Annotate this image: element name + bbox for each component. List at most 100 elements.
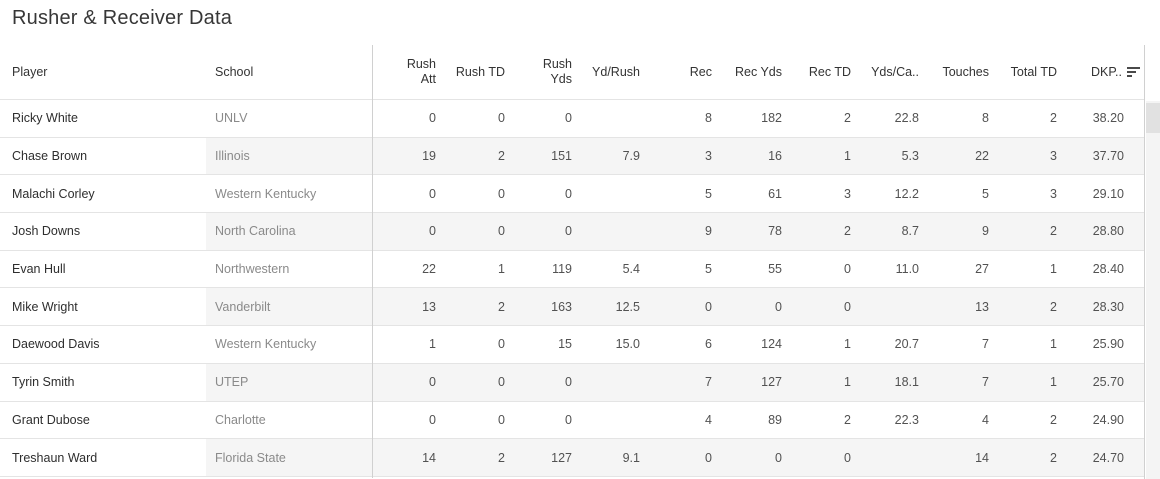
value-cell-rush-td[interactable]: 2 bbox=[446, 439, 515, 476]
value-cell-rec[interactable]: 5 bbox=[705, 262, 712, 277]
column-header-touches[interactable]: Touches bbox=[929, 45, 999, 99]
player-cell[interactable]: Mike Wright bbox=[0, 288, 206, 326]
value-cell-rush-att[interactable]: 1 bbox=[429, 337, 436, 352]
player-cell[interactable]: Chase Brown bbox=[0, 137, 206, 175]
value-cell-yd-rush[interactable] bbox=[582, 363, 650, 401]
value-cell-total-td[interactable]: 1 bbox=[1050, 337, 1057, 352]
value-cell-total-td[interactable]: 2 bbox=[999, 439, 1067, 476]
value-cell-rush-td[interactable]: 0 bbox=[446, 363, 515, 401]
player-cell[interactable]: Treshaun Ward bbox=[0, 439, 206, 476]
value-cell-rec-td[interactable]: 1 bbox=[792, 137, 861, 175]
value-cell-dkp[interactable]: 25.90 bbox=[1092, 337, 1124, 352]
column-header-total-td[interactable]: Total TD bbox=[999, 45, 1067, 99]
value-cell-rush-yds[interactable]: 0 bbox=[565, 111, 572, 126]
value-cell-rush-att[interactable]: 14 bbox=[372, 439, 446, 476]
value-cell-rec[interactable]: 0 bbox=[650, 288, 722, 326]
value-cell-rec-td[interactable]: 1 bbox=[792, 363, 861, 401]
school-cell[interactable]: UTEP bbox=[206, 363, 372, 401]
value-cell-touches[interactable]: 14 bbox=[929, 439, 999, 476]
column-header-rec[interactable]: Rec bbox=[650, 45, 722, 99]
school-cell[interactable]: Northwestern bbox=[215, 262, 290, 277]
value-cell-rec[interactable]: 9 bbox=[650, 213, 722, 250]
value-cell-rec-td[interactable]: 0 bbox=[792, 439, 861, 476]
value-cell-rec-yds[interactable]: 16 bbox=[722, 137, 792, 175]
value-cell-rush-att[interactable]: 0 bbox=[429, 111, 436, 126]
value-cell-rush-td[interactable]: 0 bbox=[498, 111, 505, 126]
column-header-dkp[interactable]: DKP.. bbox=[1067, 45, 1144, 99]
value-cell-yds-ca[interactable]: 8.7 bbox=[861, 213, 929, 250]
column-header-rush-td[interactable]: Rush TD bbox=[446, 45, 515, 99]
value-cell-dkp[interactable]: 24.70 bbox=[1067, 439, 1144, 476]
player-cell[interactable]: Evan Hull bbox=[0, 250, 206, 288]
value-cell-rush-att[interactable]: 0 bbox=[429, 412, 436, 427]
value-cell-rec-yds[interactable]: 182 bbox=[761, 111, 782, 126]
column-header-player[interactable]: Player bbox=[12, 65, 48, 79]
value-cell-rush-att[interactable]: 19 bbox=[372, 137, 446, 175]
value-cell-touches[interactable]: 7 bbox=[929, 363, 999, 401]
school-cell[interactable]: Vanderbilt bbox=[206, 288, 372, 326]
value-cell-yds-ca[interactable]: 20.7 bbox=[894, 337, 919, 352]
value-cell-rec[interactable]: 5 bbox=[705, 186, 712, 201]
player-cell[interactable]: Josh Downs bbox=[0, 213, 206, 250]
value-cell-rec[interactable]: 8 bbox=[705, 111, 712, 126]
value-cell-yd-rush[interactable]: 7.9 bbox=[582, 137, 650, 175]
value-cell-dkp[interactable]: 28.30 bbox=[1067, 288, 1144, 326]
vertical-scrollbar-thumb[interactable] bbox=[1146, 103, 1160, 133]
value-cell-rec[interactable]: 0 bbox=[650, 439, 722, 476]
value-cell-yds-ca[interactable] bbox=[861, 288, 929, 326]
value-cell-rec[interactable]: 7 bbox=[650, 363, 722, 401]
value-cell-rec[interactable]: 6 bbox=[705, 337, 712, 352]
value-cell-touches[interactable]: 4 bbox=[982, 412, 989, 427]
column-header-school[interactable]: School bbox=[215, 65, 254, 79]
player-cell[interactable]: Daewood Davis bbox=[0, 326, 206, 363]
value-cell-rec-td[interactable]: 0 bbox=[792, 288, 861, 326]
value-cell-yd-rush[interactable] bbox=[582, 402, 650, 439]
value-cell-total-td[interactable]: 1 bbox=[1050, 262, 1057, 277]
value-cell-touches[interactable]: 8 bbox=[982, 111, 989, 126]
value-cell-rush-td[interactable]: 0 bbox=[498, 412, 505, 427]
value-cell-rush-yds[interactable]: 151 bbox=[515, 137, 582, 175]
value-cell-rush-td[interactable]: 0 bbox=[498, 186, 505, 201]
value-cell-rush-td[interactable]: 1 bbox=[498, 262, 505, 277]
player-cell[interactable]: Ricky White bbox=[0, 100, 206, 137]
value-cell-rec-td[interactable]: 0 bbox=[844, 262, 851, 277]
school-cell[interactable]: Western Kentucky bbox=[215, 186, 317, 201]
column-header-yds-ca[interactable]: Yds/Ca.. bbox=[861, 45, 929, 99]
value-cell-rush-att[interactable]: 0 bbox=[372, 213, 446, 250]
player-cell[interactable]: Grant Dubose bbox=[0, 401, 206, 439]
school-cell[interactable]: North Carolina bbox=[206, 213, 372, 250]
value-cell-rush-yds[interactable]: 0 bbox=[515, 363, 582, 401]
value-cell-total-td[interactable]: 3 bbox=[999, 137, 1067, 175]
value-cell-dkp[interactable]: 29.10 bbox=[1092, 186, 1124, 201]
value-cell-yds-ca[interactable]: 12.2 bbox=[894, 186, 919, 201]
value-cell-rush-yds[interactable]: 15 bbox=[558, 337, 572, 352]
value-cell-rec-yds[interactable]: 55 bbox=[768, 262, 782, 277]
column-header-rush-att[interactable]: Rush Att bbox=[372, 45, 446, 99]
value-cell-yds-ca[interactable] bbox=[861, 439, 929, 476]
value-cell-dkp[interactable]: 38.20 bbox=[1092, 111, 1124, 126]
value-cell-dkp[interactable]: 37.70 bbox=[1067, 137, 1144, 175]
value-cell-dkp[interactable]: 28.40 bbox=[1092, 262, 1124, 277]
value-cell-total-td[interactable]: 2 bbox=[999, 213, 1067, 250]
value-cell-touches[interactable]: 13 bbox=[929, 288, 999, 326]
value-cell-total-td[interactable]: 2 bbox=[999, 288, 1067, 326]
school-cell[interactable]: Charlotte bbox=[215, 412, 266, 427]
value-cell-yd-rush[interactable] bbox=[582, 100, 650, 137]
school-cell[interactable]: Western Kentucky bbox=[215, 337, 317, 352]
value-cell-dkp[interactable]: 24.90 bbox=[1092, 412, 1124, 427]
value-cell-yds-ca[interactable]: 11.0 bbox=[895, 262, 919, 277]
value-cell-rush-td[interactable]: 0 bbox=[446, 213, 515, 250]
player-cell[interactable]: Malachi Corley bbox=[0, 175, 206, 213]
sort-descending-icon[interactable] bbox=[1127, 67, 1140, 77]
column-header-yd-rush[interactable]: Yd/Rush bbox=[582, 45, 650, 99]
value-cell-yds-ca[interactable]: 22.8 bbox=[894, 111, 919, 126]
value-cell-yds-ca[interactable]: 18.1 bbox=[861, 363, 929, 401]
value-cell-touches[interactable]: 9 bbox=[929, 213, 999, 250]
column-header-rush-yds[interactable]: Rush Yds bbox=[515, 45, 582, 99]
value-cell-yd-rush[interactable] bbox=[582, 175, 650, 212]
value-cell-yd-rush[interactable]: 12.5 bbox=[582, 288, 650, 326]
value-cell-yd-rush[interactable]: 15.0 bbox=[615, 337, 640, 352]
value-cell-rec-yds[interactable]: 61 bbox=[768, 186, 782, 201]
value-cell-rush-yds[interactable]: 0 bbox=[565, 186, 572, 201]
value-cell-yd-rush[interactable]: 5.4 bbox=[622, 262, 640, 277]
